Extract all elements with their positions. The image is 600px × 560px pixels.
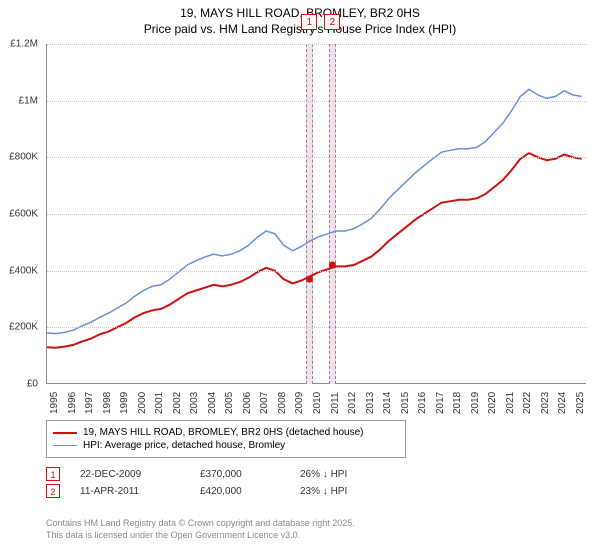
x-axis-label: 2002 [172, 392, 183, 414]
marker-diff: 23% ↓ HPI [300, 486, 380, 497]
x-axis-label: 2008 [277, 392, 288, 414]
sale-marker-dot [306, 276, 313, 283]
series-line [47, 89, 582, 333]
marker-diff: 26% ↓ HPI [300, 469, 380, 480]
y-axis-label: £1.2M [0, 39, 38, 50]
legend-swatch [53, 445, 77, 446]
x-axis-label: 2022 [522, 392, 533, 414]
x-axis-label: 2019 [470, 392, 481, 414]
marker-date: 22-DEC-2009 [80, 469, 180, 480]
marker-row: 2 11-APR-2011 £420,000 23% ↓ HPI [46, 484, 380, 498]
marker-row: 1 22-DEC-2009 £370,000 26% ↓ HPI [46, 467, 380, 481]
sale-marker-badge: 1 [301, 14, 317, 30]
legend-row: 19, MAYS HILL ROAD, BROMLEY, BR2 0HS (de… [53, 427, 399, 438]
x-axis-label: 2017 [435, 392, 446, 414]
sale-marker-dot [329, 262, 336, 269]
x-axis-label: 2007 [259, 392, 270, 414]
y-axis-label: £600K [0, 209, 38, 220]
sale-marker-badge: 2 [324, 14, 340, 30]
x-axis-label: 1997 [84, 392, 95, 414]
x-axis-label: 2011 [330, 392, 341, 414]
x-axis-label: 2013 [365, 392, 376, 414]
x-axis-label: 2020 [487, 392, 498, 414]
marker-badge: 2 [46, 484, 60, 498]
x-axis-label: 2004 [207, 392, 218, 414]
x-axis-label: 2021 [505, 392, 516, 414]
x-axis-label: 2018 [452, 392, 463, 414]
x-axis-label: 2024 [557, 392, 568, 414]
series-line [47, 153, 582, 348]
marker-price: £370,000 [200, 469, 280, 480]
legend-label: 19, MAYS HILL ROAD, BROMLEY, BR2 0HS (de… [83, 427, 364, 438]
marker-badge: 1 [46, 467, 60, 481]
plot-area: 12 [46, 44, 586, 384]
x-axis-label: 2003 [189, 392, 200, 414]
x-axis-label: 1996 [67, 392, 78, 414]
gridline [47, 157, 587, 158]
chart-area: 12 £0£200K£400K£600K£800K£1M£1.2M1995199… [46, 44, 586, 384]
y-axis-label: £200K [0, 322, 38, 333]
marker-price: £420,000 [200, 486, 280, 497]
y-axis-label: £1M [0, 95, 38, 106]
footer-line: This data is licensed under the Open Gov… [46, 530, 355, 542]
gridline [47, 271, 587, 272]
gridline [47, 327, 587, 328]
y-axis-label: £800K [0, 152, 38, 163]
legend-label: HPI: Average price, detached house, Brom… [83, 440, 285, 451]
x-axis-label: 2014 [382, 392, 393, 414]
legend-row: HPI: Average price, detached house, Brom… [53, 440, 399, 451]
footer-line: Contains HM Land Registry data © Crown c… [46, 518, 355, 530]
x-axis-label: 2012 [347, 392, 358, 414]
x-axis-label: 2006 [242, 392, 253, 414]
legend: 19, MAYS HILL ROAD, BROMLEY, BR2 0HS (de… [46, 420, 406, 458]
x-axis-label: 1999 [119, 392, 130, 414]
legend-swatch [53, 432, 77, 434]
marker-date: 11-APR-2011 [80, 486, 180, 497]
x-axis-label: 2025 [575, 392, 586, 414]
gridline [47, 44, 587, 45]
title-address: 19, MAYS HILL ROAD, BROMLEY, BR2 0HS [0, 6, 600, 22]
gridline [47, 214, 587, 215]
chart-title: 19, MAYS HILL ROAD, BROMLEY, BR2 0HS Pri… [0, 0, 600, 37]
y-axis-label: £400K [0, 265, 38, 276]
gridline [47, 101, 587, 102]
x-axis-label: 2005 [224, 392, 235, 414]
x-axis-label: 1998 [102, 392, 113, 414]
x-axis-label: 2015 [400, 392, 411, 414]
x-axis-label: 2000 [137, 392, 148, 414]
x-axis-label: 2009 [294, 392, 305, 414]
x-axis-label: 2016 [417, 392, 428, 414]
sale-markers-table: 1 22-DEC-2009 £370,000 26% ↓ HPI 2 11-APR-201… [46, 464, 380, 501]
x-axis-label: 2023 [540, 392, 551, 414]
x-axis-label: 1995 [49, 392, 60, 414]
chart-container: 19, MAYS HILL ROAD, BROMLEY, BR2 0HS Pri… [0, 0, 600, 560]
x-axis-label: 2001 [154, 392, 165, 414]
x-axis-label: 2010 [312, 392, 323, 414]
y-axis-label: £0 [0, 379, 38, 390]
title-subtitle: Price paid vs. HM Land Registry's House … [0, 22, 600, 38]
footer-attribution: Contains HM Land Registry data © Crown c… [46, 518, 355, 541]
